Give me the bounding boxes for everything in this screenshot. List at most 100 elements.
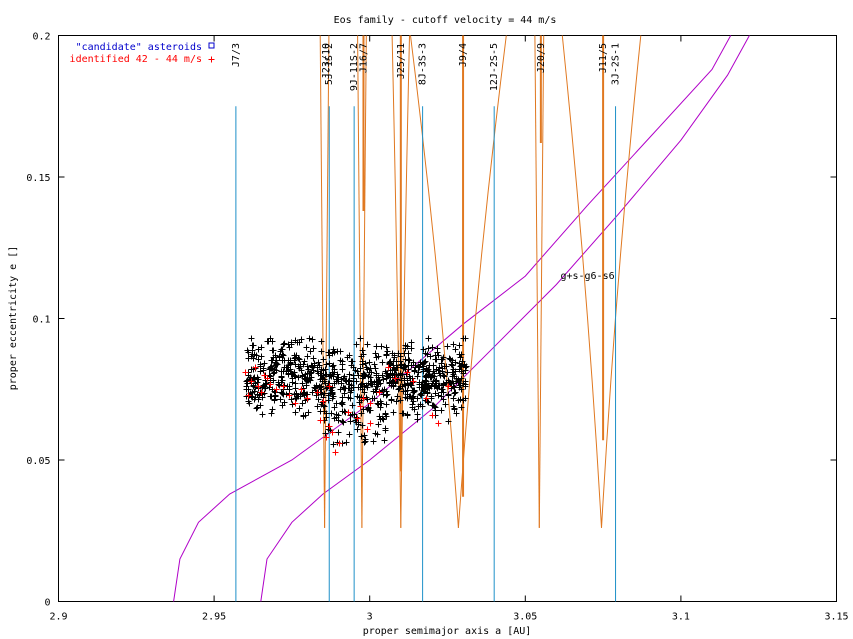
member-point xyxy=(318,338,325,345)
resonance-width-left xyxy=(410,35,459,528)
member-point xyxy=(404,412,411,419)
member-point xyxy=(373,383,380,390)
member-point xyxy=(279,390,286,397)
member-point xyxy=(423,378,430,385)
member-point xyxy=(253,352,260,359)
member-point xyxy=(292,337,299,344)
member-point xyxy=(444,343,451,350)
member-point xyxy=(414,373,421,380)
member-point xyxy=(405,382,412,389)
member-point xyxy=(380,391,387,398)
member-point xyxy=(275,381,282,388)
member-point xyxy=(272,352,279,359)
member-point xyxy=(292,385,299,392)
member-point xyxy=(244,380,251,387)
identified-point xyxy=(292,400,299,407)
member-point xyxy=(271,397,278,404)
resonance-width-right xyxy=(538,35,545,528)
member-point xyxy=(250,355,257,362)
member-point xyxy=(401,375,408,382)
member-point xyxy=(301,358,308,365)
resonance-label: 8J-3S-3 xyxy=(418,43,429,85)
resonance-label: J25/11 xyxy=(396,43,407,79)
member-point xyxy=(257,361,264,368)
member-point xyxy=(299,400,306,407)
resonance-label: J9/4 xyxy=(458,43,469,67)
member-point xyxy=(458,386,465,393)
member-point xyxy=(400,365,407,372)
resonance-label: J20/9 xyxy=(536,43,547,73)
member-point xyxy=(280,352,287,359)
identified-points xyxy=(242,364,452,456)
member-point xyxy=(349,358,356,365)
member-point xyxy=(363,364,370,371)
member-point xyxy=(438,360,445,367)
member-point xyxy=(448,361,455,368)
member-point xyxy=(346,371,353,378)
member-point xyxy=(452,346,459,353)
x-tick-label: 2.9 xyxy=(49,612,67,623)
resonance-lines xyxy=(235,106,617,602)
member-point xyxy=(378,343,385,350)
member-point xyxy=(251,388,258,395)
member-point xyxy=(335,412,342,419)
member-point xyxy=(341,385,348,392)
member-point xyxy=(263,380,270,387)
member-point xyxy=(444,369,451,376)
member-point xyxy=(362,436,369,443)
identified-point xyxy=(385,364,392,371)
member-point xyxy=(314,403,321,410)
member-point xyxy=(362,360,369,367)
member-point xyxy=(359,361,366,368)
member-point xyxy=(432,390,439,397)
member-point xyxy=(442,401,449,408)
resonance-width-right xyxy=(601,35,642,528)
x-tick-label: 2.95 xyxy=(202,612,226,623)
identified-point xyxy=(267,381,274,388)
identified-point xyxy=(332,449,339,456)
identified-point xyxy=(354,415,361,422)
member-point xyxy=(383,413,390,420)
member-point xyxy=(340,419,347,426)
identified-point xyxy=(360,395,367,402)
member-point xyxy=(330,441,337,448)
member-point xyxy=(350,375,357,382)
member-point xyxy=(445,391,452,398)
secular-resonance-curves xyxy=(173,35,750,602)
member-point xyxy=(379,359,386,366)
member-point xyxy=(308,374,315,381)
member-point xyxy=(395,386,402,393)
member-point xyxy=(355,419,362,426)
member-point xyxy=(354,393,361,400)
member-point xyxy=(450,395,457,402)
member-point xyxy=(330,362,337,369)
member-point xyxy=(248,335,255,342)
member-point xyxy=(381,437,388,444)
member-point xyxy=(445,418,452,425)
member-point xyxy=(350,364,357,371)
member-point xyxy=(443,379,450,386)
member-point xyxy=(272,392,279,399)
member-point xyxy=(292,409,299,416)
member-point xyxy=(278,389,285,396)
resonance-label: 5J-1S-2 xyxy=(324,43,335,85)
member-point xyxy=(460,335,467,342)
member-point xyxy=(415,369,422,376)
member-point xyxy=(314,364,321,371)
member-point xyxy=(276,382,283,389)
identified-point xyxy=(326,383,333,390)
member-point xyxy=(318,348,325,355)
member-point xyxy=(457,396,464,403)
member-point xyxy=(389,370,396,377)
member-point xyxy=(286,383,293,390)
member-point xyxy=(278,368,285,375)
member-point xyxy=(416,381,423,388)
member-point xyxy=(331,415,338,422)
member-point xyxy=(329,389,336,396)
member-point xyxy=(450,341,457,348)
member-point xyxy=(431,403,438,410)
member-point xyxy=(425,399,432,406)
member-point xyxy=(335,429,342,436)
member-point xyxy=(279,377,286,384)
member-point xyxy=(337,357,344,364)
